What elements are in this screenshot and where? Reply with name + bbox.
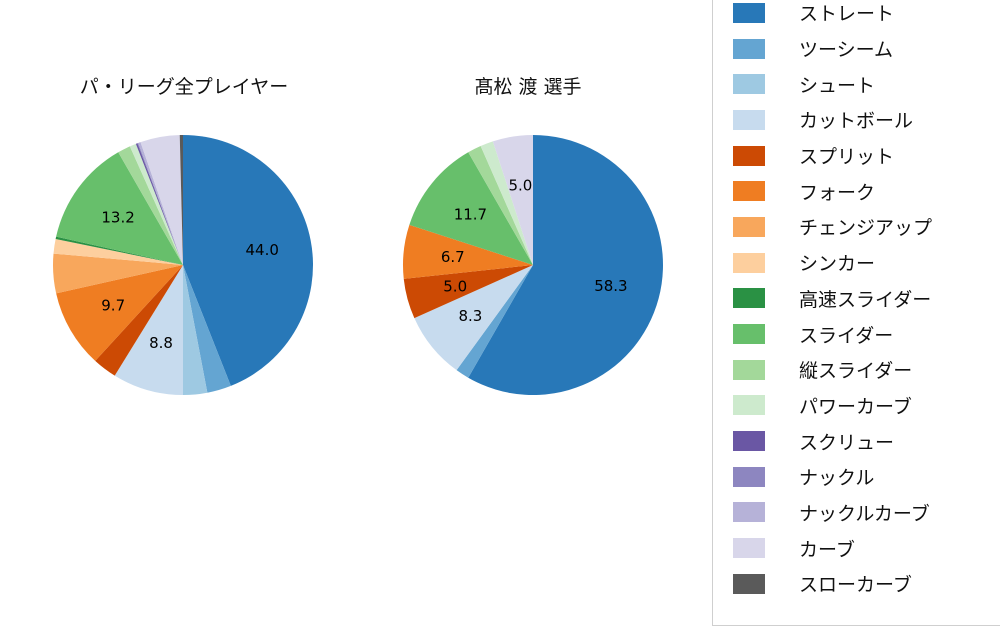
pitch-type-legend: ストレートツーシームシュートカットボール スプリットフォークチェンジアップ シンカー… [712, 0, 1000, 626]
pie-slice [468, 135, 664, 396]
legend-item: フォーク [733, 173, 1000, 209]
legend-item: スクリュー [733, 423, 1000, 459]
pie-slice [137, 142, 183, 265]
legend-label: カットボール [799, 110, 914, 133]
pie-slice [409, 152, 533, 265]
legend-item: スライダー [733, 316, 1000, 352]
legend-swatch [733, 109, 765, 130]
legend-item: カーブ [733, 530, 1000, 566]
legend-label: ナックル [799, 467, 875, 490]
pie-slice [129, 143, 183, 265]
pie-slice-value-label: 8.3 [458, 307, 482, 325]
legend-label: フォーク [799, 181, 876, 204]
legend-item: シュート [733, 66, 1000, 102]
legend-label: スクリュー [799, 431, 895, 454]
pie-slice-value-label: 5.0 [508, 177, 532, 195]
legend-label: カーブ [799, 538, 855, 561]
legend-swatch [733, 74, 765, 95]
legend-item: ツーシーム [733, 31, 1000, 67]
pie-slice-value-label: 58.3 [594, 277, 627, 295]
pie-slice [403, 265, 533, 319]
pie-slice [118, 146, 183, 265]
pie-slice-value-label: 44.0 [245, 241, 278, 259]
legend-label: 縦スライダー [799, 360, 913, 383]
legend-item: 高速スライダー [733, 281, 1000, 317]
pie-slice [55, 236, 184, 265]
pie-slice [456, 265, 533, 378]
pie-slice [52, 253, 183, 294]
pie-slice [183, 135, 314, 386]
legend-swatch [733, 38, 765, 59]
legend-swatch [733, 216, 765, 237]
legend-item: カットボール [733, 102, 1000, 138]
legend-item: チェンジアップ [733, 209, 1000, 245]
pie-slice-value-label: 8.8 [149, 334, 173, 352]
pie-slice [140, 135, 183, 265]
pie-slice [95, 265, 183, 376]
pie-slice [468, 146, 533, 265]
legend-swatch [733, 145, 765, 166]
legend-item: スプリット [733, 138, 1000, 174]
chart-title-league: パ・リーグ全プレイヤー [79, 76, 289, 98]
pie-chart-player: 58.3 8.3 5.0 6.7 11.7 5.0 [402, 135, 664, 396]
pie-slice-value-label: 5.0 [443, 277, 467, 295]
legend-label: パワーカーブ [799, 395, 912, 418]
legend-item: ナックルカーブ [733, 495, 1000, 531]
pie-slice-value-label: 11.7 [454, 205, 487, 223]
legend-swatch [733, 573, 765, 594]
pie-slice [138, 142, 183, 265]
pie-slice [183, 265, 208, 395]
legend-item: ナックル [733, 459, 1000, 495]
legend-label: チェンジアップ [799, 217, 933, 240]
pie-slice [56, 265, 183, 361]
pie-slice [414, 265, 533, 371]
legend-label: ナックルカーブ [799, 502, 930, 525]
pie-slice [56, 152, 183, 265]
legend-swatch [733, 466, 765, 487]
legend-swatch [733, 181, 765, 202]
legend-item: シンカー [733, 245, 1000, 281]
pie-slice [480, 141, 533, 265]
pie-slice [492, 135, 533, 265]
legend-label: シュート [799, 74, 876, 97]
pie-slice-value-label: 9.7 [101, 297, 125, 315]
legend-swatch [733, 395, 765, 416]
pie-slice-value-label: 6.7 [441, 248, 465, 266]
legend-label: シンカー [799, 253, 876, 276]
legend-item: ストレート [733, 0, 1000, 31]
pie-slice [114, 265, 183, 395]
chart-title-player: 髙松 渡 選手 [474, 76, 582, 98]
legend-item: スローカーブ [733, 566, 1000, 602]
legend-swatch [733, 502, 765, 523]
legend-label: スプリット [799, 146, 895, 169]
legend-swatch [733, 324, 765, 345]
legend-label: 高速スライダー [799, 288, 932, 311]
pie-slice [183, 265, 231, 393]
legend-label: ストレート [799, 3, 895, 26]
legend-swatch [733, 538, 765, 559]
legend-label: スローカーブ [799, 574, 912, 597]
legend-label: スライダー [799, 324, 894, 347]
legend-item: 縦スライダー [733, 352, 1000, 388]
pie-slice [135, 143, 183, 265]
pie-slice [179, 134, 183, 265]
pie-slice-value-label: 13.2 [101, 208, 134, 226]
legend-swatch [733, 359, 765, 380]
legend-label: ツーシーム [799, 39, 894, 62]
legend-swatch [733, 288, 765, 309]
legend-swatch [733, 431, 765, 452]
pie-chart-league: 44.0 8.8 9.7 13.2 [52, 134, 314, 395]
legend-swatch [733, 2, 765, 23]
legend-item: パワーカーブ [733, 388, 1000, 424]
legend-swatch [733, 252, 765, 273]
pie-slice [402, 224, 533, 279]
pie-slice [53, 239, 183, 265]
